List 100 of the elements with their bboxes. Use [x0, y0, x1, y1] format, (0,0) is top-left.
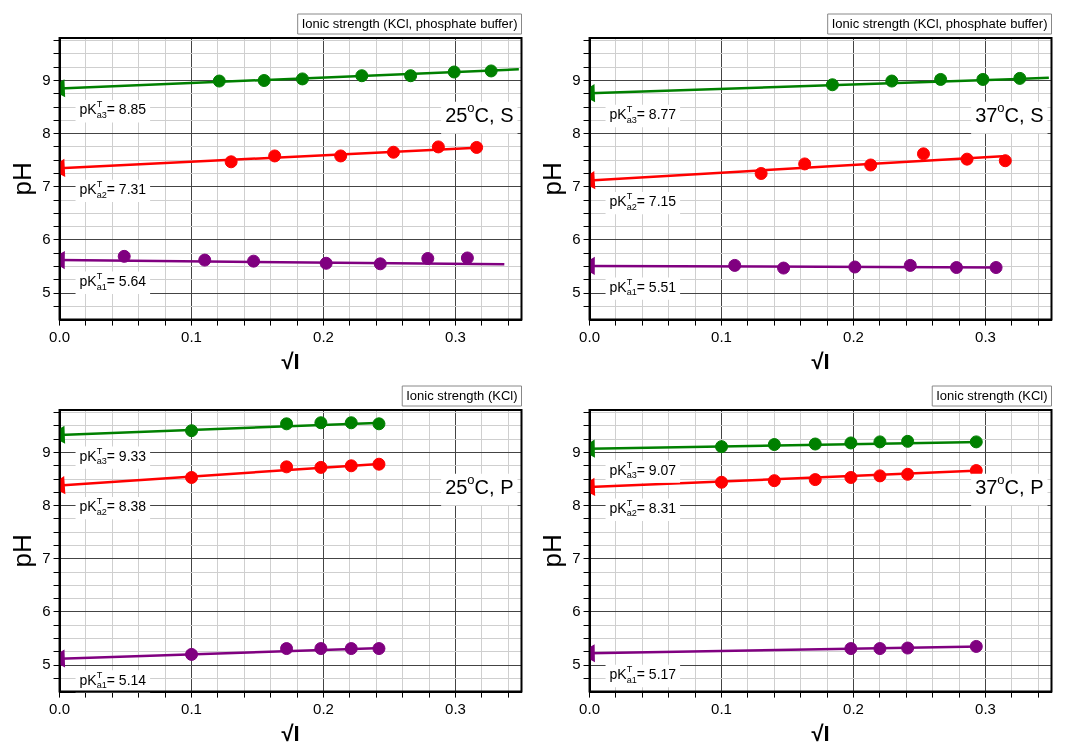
point	[715, 475, 729, 489]
x-axis-title: √I	[281, 720, 300, 746]
x-tick-label: 0.2	[313, 699, 334, 717]
point	[864, 158, 878, 172]
point	[825, 78, 839, 92]
point	[901, 641, 915, 655]
point	[280, 417, 294, 431]
point	[319, 256, 333, 270]
point	[998, 154, 1012, 168]
x-tick-label: 0.3	[445, 699, 466, 717]
x-tick-label: 0.2	[843, 327, 864, 345]
point	[728, 258, 742, 272]
y-tick-label: 6	[42, 230, 51, 248]
chart-title: Ionic strength (KCl)	[406, 387, 518, 403]
point	[844, 470, 858, 484]
point	[901, 434, 915, 448]
point	[1013, 71, 1027, 85]
point	[808, 437, 822, 451]
point	[185, 647, 199, 661]
point	[848, 260, 862, 274]
chart-title: Ionic strength (KCl)	[936, 387, 1048, 403]
point	[198, 253, 212, 267]
point	[344, 642, 358, 656]
x-tick-label: 0.1	[181, 327, 202, 345]
point	[224, 155, 238, 169]
y-tick-label: 9	[572, 70, 581, 88]
y-tick-label: 8	[42, 123, 51, 141]
y-axis-title: pH	[536, 534, 567, 568]
y-axis-title: pH	[536, 162, 567, 196]
x-tick-label: 0.2	[843, 699, 864, 717]
point	[885, 74, 899, 88]
point	[715, 440, 729, 454]
point	[344, 459, 358, 473]
point	[777, 261, 791, 275]
y-tick-label: 7	[572, 548, 581, 566]
x-axis-title: √I	[811, 720, 830, 746]
x-tick-label: 0.0	[579, 327, 600, 345]
point	[314, 642, 328, 656]
y-tick-label: 5	[42, 283, 51, 301]
x-tick-label: 0.1	[711, 327, 732, 345]
point	[873, 469, 887, 483]
point	[754, 166, 768, 180]
point	[989, 261, 1003, 275]
point	[916, 147, 930, 161]
point	[844, 642, 858, 656]
point	[808, 473, 822, 487]
point	[873, 435, 887, 449]
x-tick-label: 0.3	[975, 327, 996, 345]
x-tick-label: 0.0	[49, 327, 70, 345]
chart-title: Ionic strength (KCl, phosphate buffer)	[831, 15, 1048, 31]
point	[844, 436, 858, 450]
point	[372, 457, 386, 471]
y-tick-label: 7	[42, 548, 51, 566]
point	[960, 152, 974, 166]
point	[268, 149, 282, 163]
x-tick-label: 0.2	[313, 327, 334, 345]
point	[901, 467, 915, 481]
point	[344, 416, 358, 430]
point	[460, 251, 474, 265]
point	[767, 474, 781, 488]
x-tick-label: 0.3	[445, 327, 466, 345]
point	[185, 424, 199, 438]
point	[386, 145, 400, 159]
point	[280, 460, 294, 474]
point	[372, 642, 386, 656]
y-tick-label: 9	[42, 442, 51, 460]
point	[280, 642, 294, 656]
point	[969, 639, 983, 653]
x-axis-title: √I	[281, 348, 300, 374]
x-tick-label: 0.0	[579, 699, 600, 717]
y-tick-label: 6	[572, 230, 581, 248]
point	[355, 69, 369, 83]
point	[117, 249, 131, 263]
point	[295, 72, 309, 86]
y-tick-label: 9	[42, 70, 51, 88]
x-axis-title: √I	[811, 348, 830, 374]
point	[873, 642, 887, 656]
point	[314, 416, 328, 430]
chart-title: Ionic strength (KCl, phosphate buffer)	[301, 15, 518, 31]
y-tick-label: 8	[42, 495, 51, 513]
point	[470, 140, 484, 154]
y-tick-label: 9	[572, 442, 581, 460]
y-tick-label: 8	[572, 123, 581, 141]
point	[484, 64, 498, 78]
point	[949, 261, 963, 275]
point	[934, 72, 948, 86]
point	[903, 258, 917, 272]
y-tick-label: 7	[572, 176, 581, 194]
point	[421, 252, 435, 265]
point	[431, 140, 445, 154]
point	[185, 470, 199, 484]
point	[372, 417, 386, 431]
y-tick-label: 5	[42, 655, 51, 673]
point	[976, 72, 990, 86]
point	[447, 65, 461, 79]
y-tick-label: 8	[572, 495, 581, 513]
point	[404, 69, 418, 83]
point	[373, 257, 387, 271]
point	[314, 460, 328, 474]
y-tick-label: 6	[42, 602, 51, 620]
